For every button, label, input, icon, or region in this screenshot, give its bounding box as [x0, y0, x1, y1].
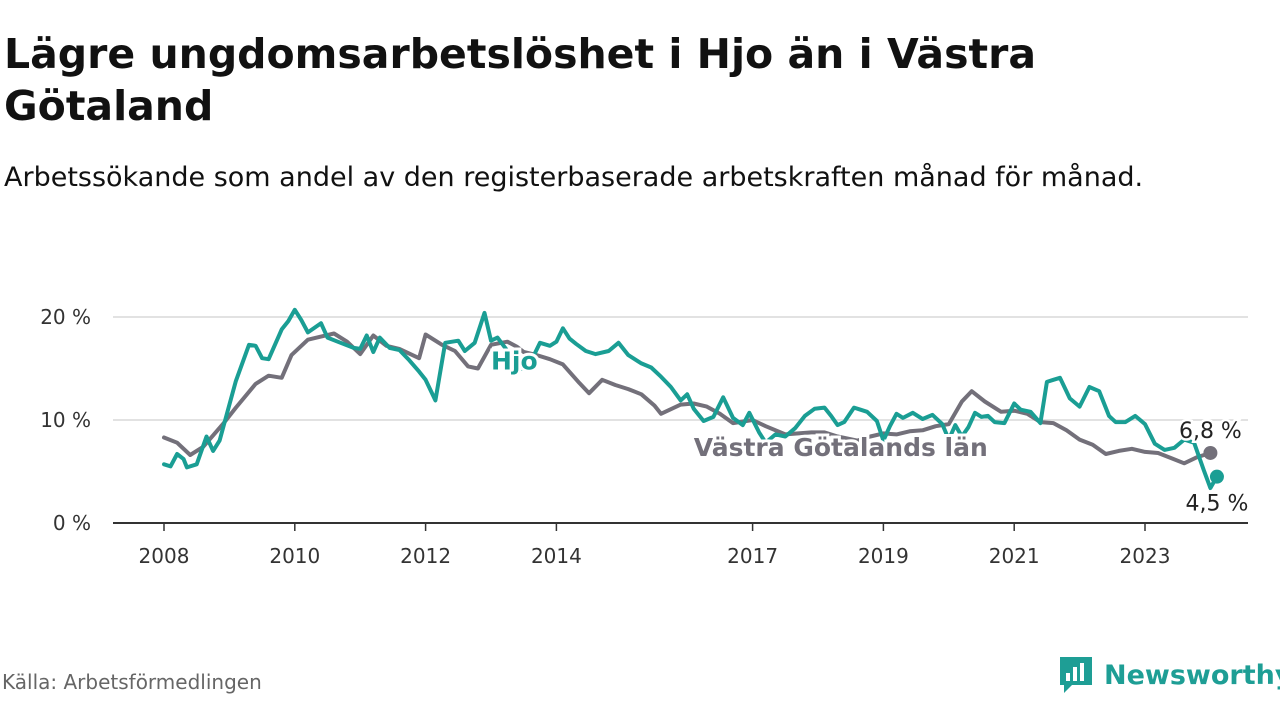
- x-tick-label: 2012: [400, 544, 451, 568]
- newsworthy-logo-icon: [1060, 657, 1092, 693]
- series-end-point: [1203, 445, 1218, 460]
- series-end-label: 4,5 %: [1185, 492, 1248, 517]
- y-tick-label: 20 %: [40, 305, 91, 329]
- y-tick-label: 0 %: [53, 511, 91, 535]
- series-end-label: 6,8 %: [1179, 419, 1242, 444]
- x-tick-label: 2008: [139, 544, 190, 568]
- chart-title: Lägre ungdomsarbetslöshet i Hjo än i Väs…: [4, 30, 1036, 130]
- x-tick-label: 2023: [1120, 544, 1171, 568]
- series-line: [162, 307, 1219, 490]
- x-tick-label: 2010: [269, 544, 320, 568]
- y-tick-label: 10 %: [40, 408, 91, 432]
- x-tick-label: 2014: [531, 544, 582, 568]
- chart-subtitle: Arbetssökande som andel av den registerb…: [4, 162, 1144, 193]
- series-end-point: [1209, 469, 1224, 484]
- brand-name: Newsworthy: [1104, 659, 1280, 691]
- x-tick-label: 2019: [858, 544, 909, 568]
- series-label: Hjo: [491, 347, 538, 376]
- x-tick-label: 2017: [727, 544, 778, 568]
- newsworthy-logo: Newsworthy: [1058, 654, 1280, 696]
- line-chart: 0 % 10 % 20 % 2008 2010 2012 2014 2017 2019 2021 2…: [40, 305, 1249, 568]
- source-note: Källa: Arbetsförmedlingen: [2, 670, 262, 694]
- x-tick-label: 2021: [989, 544, 1040, 568]
- series-label: Västra Götalands län: [694, 433, 988, 462]
